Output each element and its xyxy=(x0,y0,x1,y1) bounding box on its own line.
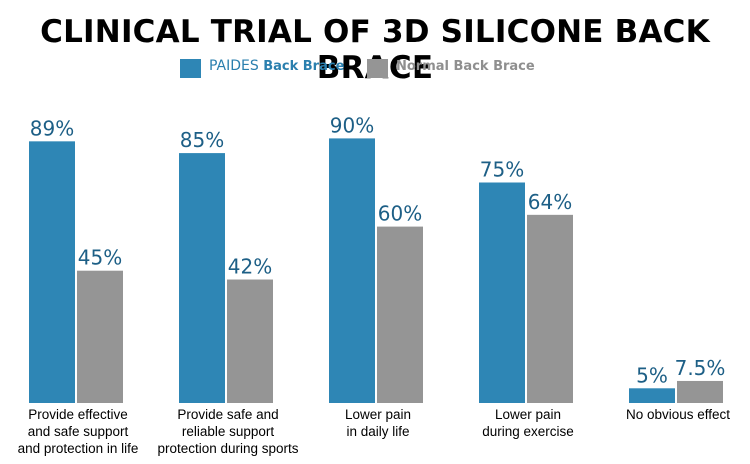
legend-label-paides: PAIDES Back Brace xyxy=(209,58,344,74)
data-label-normal-4: 7.5% xyxy=(675,356,726,380)
category-label-line: No obvious effect xyxy=(625,407,731,422)
data-label-paides-1: 85% xyxy=(180,128,224,152)
data-label-normal-1: 42% xyxy=(228,255,272,279)
category-label-line: during exercise xyxy=(482,424,574,439)
category-label-2: Lower pain in daily life xyxy=(303,406,453,440)
legend-label-normal: Normal Back Brace xyxy=(396,58,535,74)
data-label-paides-4: 5% xyxy=(636,363,668,387)
data-label-paides-3: 75% xyxy=(480,158,524,182)
category-label-line: Lower pain xyxy=(494,407,562,422)
bar-paides-4 xyxy=(629,388,675,403)
bar-paides-1 xyxy=(179,153,225,403)
category-label-line: Provide effective xyxy=(28,407,128,422)
category-label-4: No obvious effect xyxy=(603,406,750,423)
category-label-line: Provide safe and xyxy=(177,407,279,422)
bar-normal-2 xyxy=(377,226,423,403)
data-label-normal-0: 45% xyxy=(78,246,122,270)
data-label-normal-3: 64% xyxy=(528,190,572,214)
category-label-line: Lower pain xyxy=(344,407,412,422)
bar-paides-3 xyxy=(479,182,525,403)
category-label-0: Provide effective and safe support and pro… xyxy=(3,406,153,457)
bar-normal-4 xyxy=(677,380,723,403)
bar-normal-3 xyxy=(527,214,573,403)
bar-paides-2 xyxy=(329,138,375,403)
category-label-line: in daily life xyxy=(346,424,410,439)
data-label-paides-2: 90% xyxy=(330,113,374,137)
category-label-3: Lower pain during exercise xyxy=(453,406,603,440)
category-label-1: Provide safe and reliable support protecti… xyxy=(153,406,303,457)
data-label-paides-0: 89% xyxy=(30,116,74,140)
legend-label-paides-prefix: PAIDES xyxy=(209,58,259,74)
data-label-normal-2: 60% xyxy=(378,202,422,226)
category-label-line: protection during sports xyxy=(157,441,299,456)
bar-normal-0 xyxy=(77,270,123,403)
legend-swatch-normal xyxy=(367,59,388,78)
category-label-line: and safe support xyxy=(27,424,129,439)
category-label-line: and protection in life xyxy=(17,441,139,456)
legend-swatch-paides xyxy=(180,59,201,78)
bar-normal-1 xyxy=(227,279,273,403)
bar-paides-0 xyxy=(29,141,75,403)
legend-label-paides-suffix: Back Brace xyxy=(263,59,345,74)
category-label-line: reliable support xyxy=(181,424,275,439)
legend-label-normal-text: Normal Back Brace xyxy=(396,59,535,74)
